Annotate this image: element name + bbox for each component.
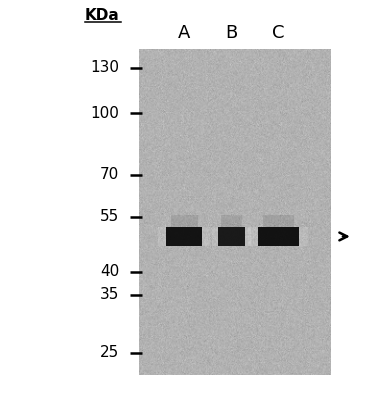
Bar	[212, 227, 218, 246]
Text: 100: 100	[90, 106, 119, 121]
Bar	[218, 227, 245, 246]
Bar	[139, 49, 331, 375]
Text: KDa: KDa	[84, 8, 119, 23]
Text: 70: 70	[100, 167, 119, 182]
Bar	[221, 215, 242, 227]
Bar	[158, 227, 166, 246]
Text: 35: 35	[100, 287, 119, 302]
Bar	[170, 215, 198, 227]
Bar	[299, 227, 308, 246]
Bar	[263, 215, 294, 227]
Text: 55: 55	[100, 209, 119, 224]
Text: B: B	[225, 24, 238, 42]
Text: 25: 25	[100, 345, 119, 360]
Text: 130: 130	[90, 60, 119, 76]
Bar	[249, 227, 258, 246]
Text: C: C	[272, 24, 285, 42]
Bar	[203, 227, 210, 246]
Text: A: A	[178, 24, 191, 42]
Text: 40: 40	[100, 264, 119, 279]
Bar	[245, 227, 251, 246]
Bar	[258, 227, 299, 246]
Bar	[166, 227, 203, 246]
